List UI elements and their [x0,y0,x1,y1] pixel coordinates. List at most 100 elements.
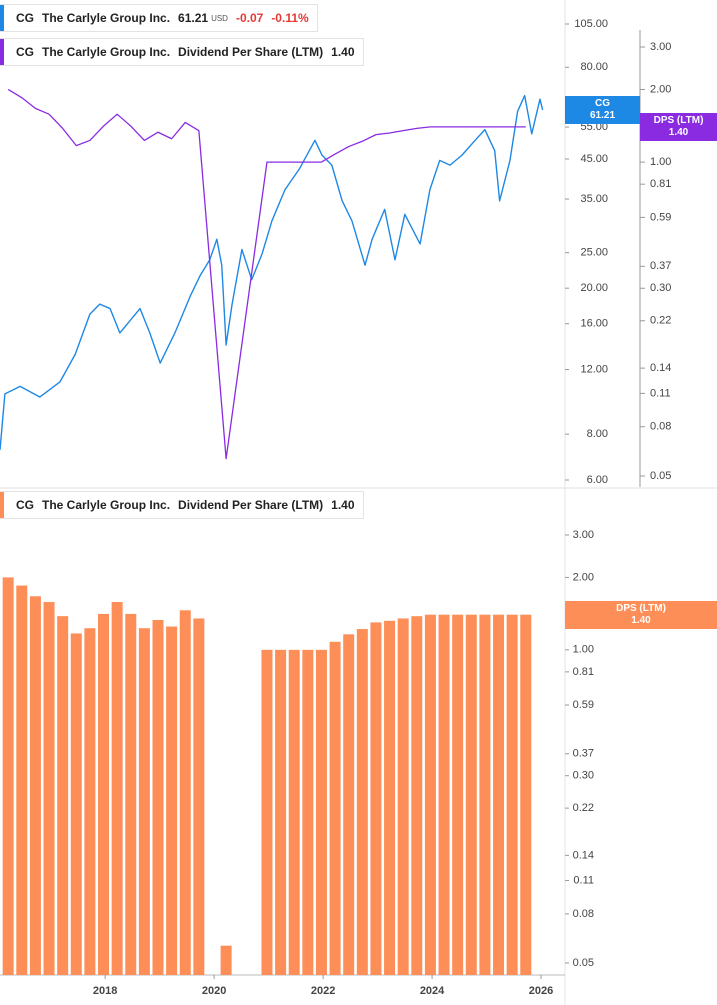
bar [329,641,341,975]
legend-dps-bars: CG The Carlyle Group Inc. Dividend Per S… [0,491,364,519]
legend-metric: Dividend Per Share (LTM) [178,45,324,59]
bar [438,614,450,975]
bar [111,602,123,975]
legend-value: 1.40 [331,498,355,512]
legend-ticker: CG [16,498,34,512]
legend-price: CG The Carlyle Group Inc. 61.21 USD -0.0… [0,4,318,32]
legend-name: The Carlyle Group Inc. [42,11,171,25]
x-tick-label: 2020 [202,985,226,997]
y-tick-label: 6.00 [587,474,608,486]
y-tick-label: 0.22 [573,802,594,814]
y-tick-label: 0.30 [573,770,594,782]
bar [98,613,110,975]
y-tick-label: 0.11 [650,387,671,399]
bar [166,626,178,975]
y-tick-label: 80.00 [580,61,608,73]
legend-ticker: CG [16,11,34,25]
x-tick-label: 2018 [93,985,117,997]
x-tick-label: 2026 [529,985,553,997]
legend-change: -0.07 [235,11,264,25]
legend-value: 1.40 [331,45,355,59]
badge-label: DPS (LTM) [653,114,704,126]
x-tick-label: 2024 [420,985,445,997]
y-tick-label: 0.08 [573,908,594,920]
y-tick-label: 0.59 [573,699,594,711]
legend-currency: USD [211,13,228,23]
bar [70,633,82,975]
y-tick-label: 0.11 [573,874,594,886]
bar [356,629,368,975]
x-tick-label: 2022 [311,985,335,997]
y-tick-label: 3.00 [573,529,594,541]
price-badge: CG 61.21 [565,95,640,124]
bar [138,628,150,975]
legend-swatch [0,492,4,518]
bar [152,620,164,975]
bar [397,618,409,975]
y-tick-label: 0.30 [650,282,671,294]
y-tick-label: 8.00 [587,428,608,440]
y-tick-label: 1.00 [573,644,594,656]
y-tick-label: 0.37 [573,748,594,760]
y-tick-label: 0.59 [650,211,671,223]
bar [424,614,436,975]
bar [2,577,14,975]
bar [315,649,327,975]
y-tick-label: 0.81 [573,666,594,678]
dps-bar-badge: DPS (LTM) 1.40 [565,600,717,629]
bar [370,622,382,975]
y-tick-label: 3.00 [650,41,671,53]
bar [29,596,41,975]
bar [275,649,287,975]
series-line [7,88,526,460]
legend-swatch [0,5,4,31]
y-tick-label: 45.00 [580,153,608,165]
y-tick-label: 0.22 [650,315,671,327]
bar [302,649,314,975]
bar [220,945,232,975]
badge-value: 1.40 [631,614,651,626]
y-tick-label: 0.05 [650,470,671,482]
badge-label: CG [595,97,610,109]
bar [288,649,300,975]
y-tick-label: 0.05 [573,957,594,969]
badge-label: DPS (LTM) [616,602,666,614]
y-tick-label: 0.81 [650,178,671,190]
y-tick-label: 20.00 [580,282,608,294]
legend-swatch [0,39,4,65]
legend-name: The Carlyle Group Inc. [42,45,171,59]
y-tick-label: 35.00 [580,193,608,205]
top-plot [0,88,544,460]
bar [43,602,55,975]
y-tick-label: 0.37 [650,260,671,272]
legend-change-pct: -0.11% [271,11,309,25]
bar [193,618,205,975]
badge-value: 61.21 [589,109,616,121]
bar [520,614,532,975]
legend-metric: Dividend Per Share (LTM) [178,498,324,512]
bar [452,614,464,975]
bar [125,613,137,975]
bar [57,616,69,975]
legend-price: 61.21 [178,11,209,25]
y-tick-label: 2.00 [573,571,594,583]
y-tick-label: 12.00 [580,363,608,375]
bar [479,614,491,975]
y-tick-label: 0.14 [573,849,594,861]
y-tick-label: 105.00 [574,18,608,30]
bar [179,610,191,975]
bar [261,649,273,975]
axes: 105.0080.0055.0045.0035.0025.0020.0016.0… [93,18,672,997]
y-tick-label: 25.00 [580,247,608,259]
bar [411,616,423,975]
y-tick-label: 16.00 [580,318,608,330]
y-tick-label: 0.08 [650,421,671,433]
bar [343,634,355,975]
y-tick-label: 2.00 [650,83,671,95]
bar [493,614,505,975]
bar [465,614,477,975]
bar [384,620,396,975]
legend-name: The Carlyle Group Inc. [42,498,171,512]
